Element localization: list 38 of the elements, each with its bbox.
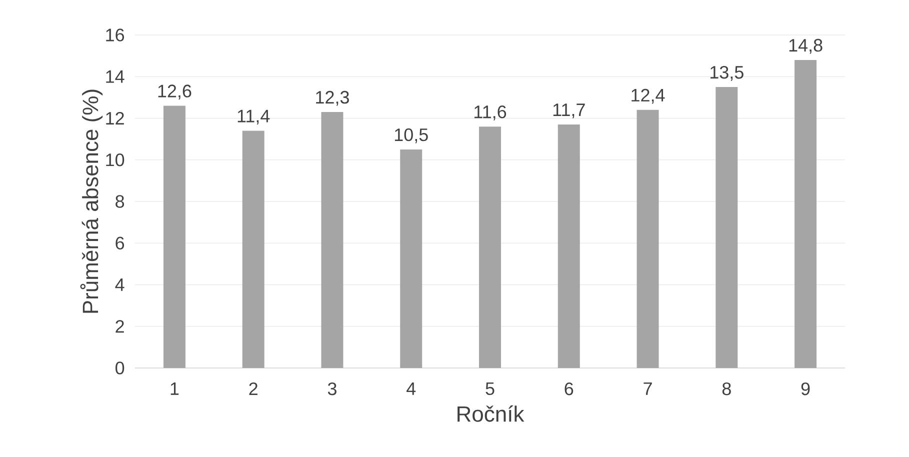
x-tick-label: 6 [564, 382, 574, 396]
y-tick-label: 2 [116, 320, 124, 333]
y-tick-label: 6 [116, 236, 124, 250]
x-tick-label: 5 [486, 382, 494, 396]
data-label: 13,5 [710, 66, 744, 81]
x-tick-label: 2 [249, 382, 258, 396]
bar [163, 106, 186, 368]
bar [716, 87, 738, 368]
bar [321, 112, 344, 368]
data-label: 12,6 [158, 84, 192, 100]
bar [479, 126, 501, 368]
bar [558, 124, 580, 368]
data-label: 12,3 [316, 90, 349, 106]
data-label: 11,6 [474, 105, 506, 120]
x-tick-label: 1 [170, 382, 179, 395]
data-label: 11,4 [238, 110, 270, 125]
y-tick-label: 16 [106, 28, 124, 42]
y-tick-label: 0 [116, 362, 124, 374]
x-tick-label: 4 [406, 382, 416, 395]
x-tick-label: 8 [722, 382, 731, 396]
y-axis-title: Průměrná absence (%) [80, 90, 103, 313]
bar [400, 149, 422, 368]
data-label: 14,8 [789, 38, 822, 54]
y-tick-label: 10 [106, 153, 124, 166]
data-label: 10,5 [394, 128, 428, 144]
y-tick-label: 4 [115, 278, 124, 291]
x-tick-label: 7 [644, 382, 652, 395]
x-tick-label: 3 [328, 382, 336, 396]
bar [636, 110, 659, 368]
data-label: 11,7 [553, 104, 585, 118]
y-tick-label: 12 [106, 112, 124, 125]
y-tick-label: 8 [116, 195, 124, 208]
x-axis-title: Ročník [458, 405, 524, 422]
x-tick-label: 9 [801, 382, 810, 396]
y-tick-label: 14 [106, 70, 124, 83]
data-label: 12,4 [632, 88, 665, 104]
bar [794, 60, 817, 368]
bar [242, 130, 264, 368]
